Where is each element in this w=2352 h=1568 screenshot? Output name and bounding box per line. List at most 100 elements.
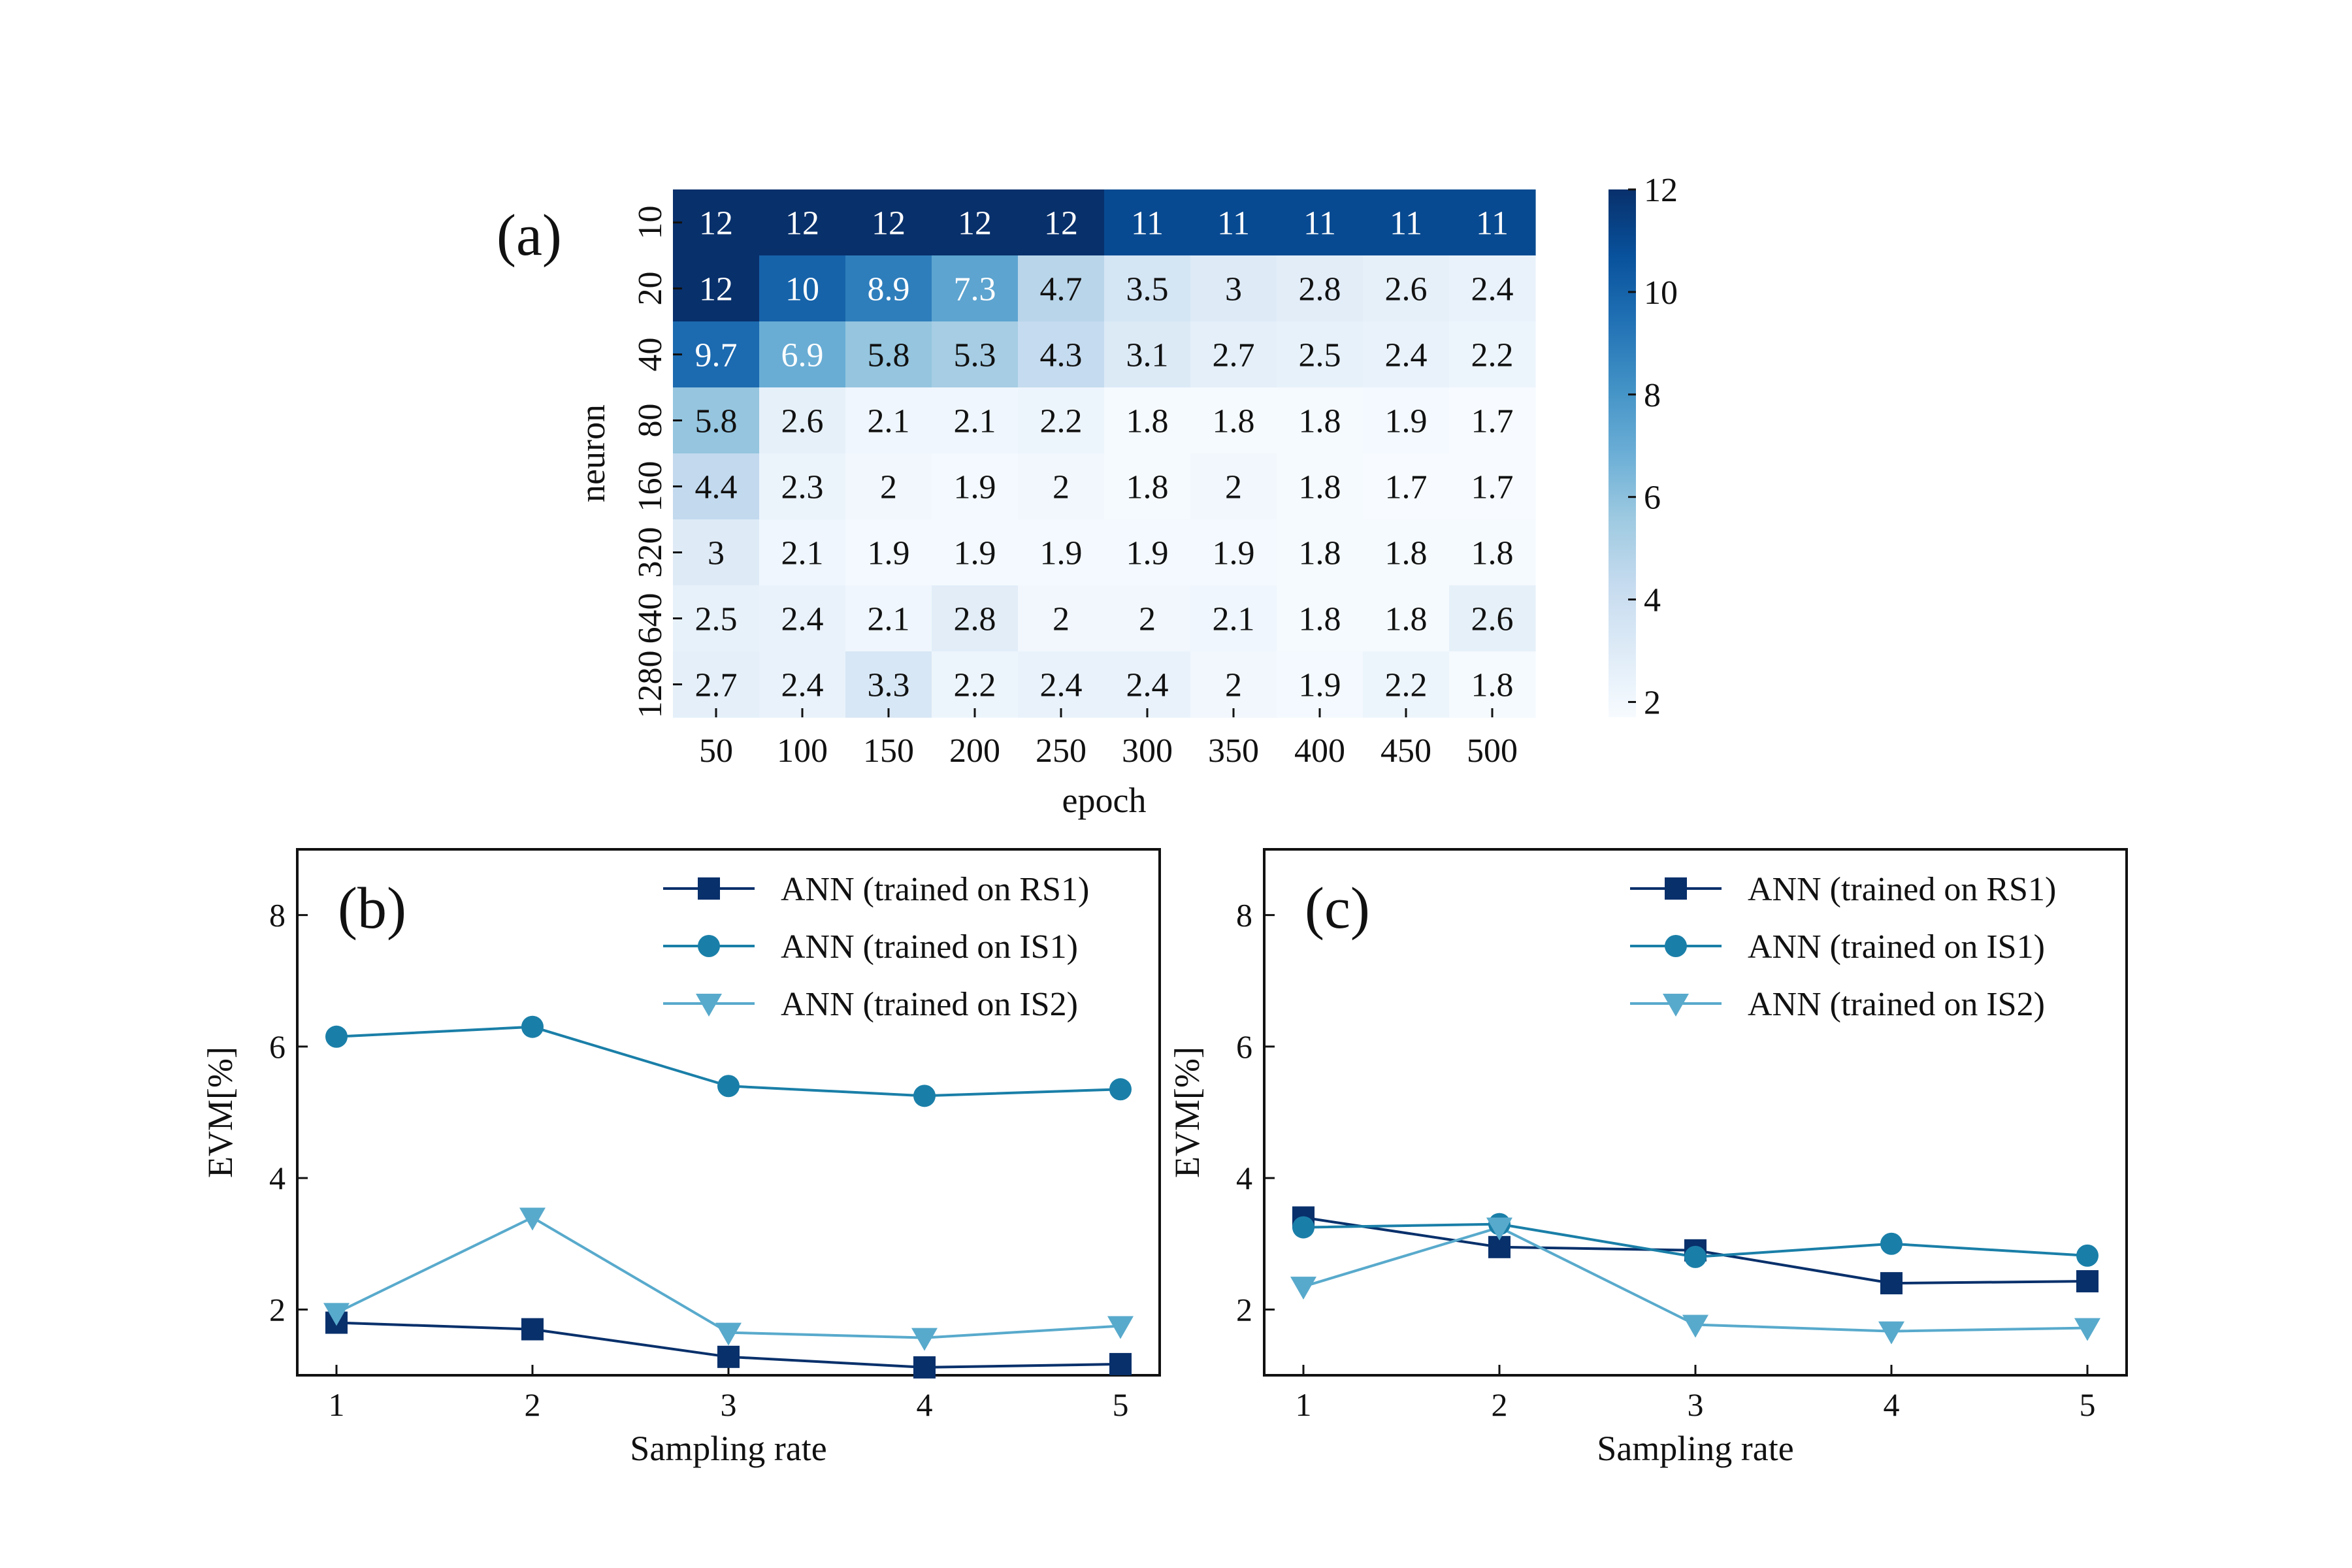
heatmap-value-label: 12 <box>699 205 733 242</box>
y-tick-label: 160 <box>632 461 669 512</box>
heatmap-cell <box>1277 387 1364 454</box>
heatmap-value-label: 2.2 <box>1385 667 1428 704</box>
x-tick-label: 250 <box>1036 732 1086 770</box>
y-tick-label: 6 <box>269 1028 286 1065</box>
y-tick-label: 8 <box>269 897 286 934</box>
heatmap-cell <box>1018 453 1105 520</box>
data-point <box>1880 1272 1903 1295</box>
heatmap-value-label: 5.8 <box>695 403 738 440</box>
heatmap-value-label: 11 <box>1217 205 1250 242</box>
heatmap-cell <box>845 321 932 388</box>
y-tick-label: 20 <box>632 272 669 306</box>
heatmap-value-label: 2 <box>1225 469 1242 506</box>
heatmap-cell <box>932 519 1019 586</box>
heatmap-cell <box>673 453 760 520</box>
heatmap-value-label: 2.5 <box>695 601 738 638</box>
heatmap-cell <box>1363 255 1450 322</box>
heatmap-cell <box>1449 453 1536 520</box>
x-tick-label: 2 <box>525 1386 541 1423</box>
x-axis-label: epoch <box>1062 781 1147 820</box>
data-point <box>1109 1078 1132 1101</box>
legend-label: ANN (trained on IS2) <box>781 986 1078 1023</box>
heatmap-cell <box>1449 651 1536 718</box>
colorbar <box>1609 189 1636 717</box>
heatmap-value-label: 2.8 <box>1299 271 1341 308</box>
data-point <box>715 1322 742 1346</box>
heatmap-value-label: 1.8 <box>1299 469 1341 506</box>
x-tick-label: 100 <box>777 732 828 770</box>
heatmap-value-label: 1.9 <box>954 469 996 506</box>
x-tick-label: 450 <box>1380 732 1431 770</box>
legend-label: ANN (trained on IS2) <box>1748 986 2045 1023</box>
x-tick-label: 150 <box>863 732 914 770</box>
heatmap-cell <box>1104 453 1191 520</box>
heatmap-value-label: 12 <box>785 205 819 242</box>
data-point <box>717 1075 740 1098</box>
x-tick-label: 4 <box>1884 1386 1900 1423</box>
heatmap-panel: (a) 12 12 12 12 12 11 11 11 11 11 12 10 8.9 7.3 4.7 3.5 3… <box>497 172 1678 820</box>
x-tick-label: 1 <box>329 1386 345 1423</box>
heatmap-value-label: 11 <box>1131 205 1164 242</box>
data-point <box>2076 1270 2099 1293</box>
x-axis-label: Sampling rate <box>1597 1429 1793 1468</box>
data-point <box>521 1318 544 1341</box>
heatmap-cell <box>759 651 846 718</box>
data-point <box>1682 1315 1708 1338</box>
y-tick-label: 40 <box>632 338 669 372</box>
legend-label: ANN (trained on RS1) <box>1748 871 2056 908</box>
y-tick-label: 320 <box>632 527 669 578</box>
heatmap-cell <box>1277 189 1364 256</box>
series-line <box>336 1216 1121 1339</box>
data-point <box>717 1345 740 1368</box>
heatmap-value-label: 3 <box>708 535 725 572</box>
heatmap-value-label: 8.9 <box>868 271 910 308</box>
heatmap-cell <box>1104 255 1191 322</box>
heatmap-cell <box>932 321 1019 388</box>
heatmap-value-label: 12 <box>699 271 733 308</box>
heatmap-cell <box>845 519 932 586</box>
heatmap-cell <box>1363 387 1450 454</box>
heatmap-value-label: 12 <box>1044 205 1078 242</box>
heatmap-value-label: 11 <box>1390 205 1422 242</box>
data-point <box>1107 1316 1134 1339</box>
heatmap-value-label: 1.8 <box>1385 601 1428 638</box>
heatmap-value-label: 2.1 <box>868 403 910 440</box>
heatmap-value-label: 6.9 <box>781 337 824 374</box>
heatmap-value-label: 1.8 <box>1213 403 1255 440</box>
heatmap-value-label: 2 <box>1225 667 1242 704</box>
y-tick-label: 2 <box>269 1291 286 1328</box>
heatmap-cell <box>1277 321 1364 388</box>
data-point <box>913 1085 936 1107</box>
x-tick-label: 5 <box>1113 1386 1129 1423</box>
heatmap-value-label: 1.8 <box>1126 469 1169 506</box>
heatmap-cell <box>1018 189 1105 256</box>
heatmap-cell <box>845 255 932 322</box>
heatmap-value-label: 5.3 <box>954 337 996 374</box>
heatmap-value-label: 12 <box>958 205 992 242</box>
heatmap-cell <box>1363 321 1450 388</box>
heatmap-value-label: 2 <box>1053 601 1070 638</box>
heatmap-value-label: 3.5 <box>1126 271 1169 308</box>
x-tick-label: 300 <box>1122 732 1173 770</box>
heatmap-cell <box>759 255 846 322</box>
heatmap-cell <box>932 651 1019 718</box>
heatmap-cell <box>1190 189 1277 256</box>
y-axis-label: neuron <box>573 404 612 502</box>
heatmap-value-label: 1.9 <box>1213 535 1255 572</box>
x-tick-label: 1 <box>1296 1386 1312 1423</box>
heatmap-cell <box>1363 519 1450 586</box>
panel-label: (c) <box>1305 876 1370 941</box>
y-tick-label: 640 <box>632 593 669 644</box>
heatmap-cell <box>1018 321 1105 388</box>
heatmap-cell <box>673 189 760 256</box>
heatmap-cell <box>1363 189 1450 256</box>
x-tick-label: 400 <box>1294 732 1345 770</box>
heatmap-value-label: 2.1 <box>954 403 996 440</box>
heatmap-value-label: 2.6 <box>1471 601 1514 638</box>
data-point <box>913 1356 936 1379</box>
heatmap-cell <box>1363 453 1450 520</box>
heatmap-value-label: 2 <box>1053 469 1070 506</box>
heatmap-value-label: 5.8 <box>868 337 910 374</box>
heatmap-cell <box>1277 255 1364 322</box>
